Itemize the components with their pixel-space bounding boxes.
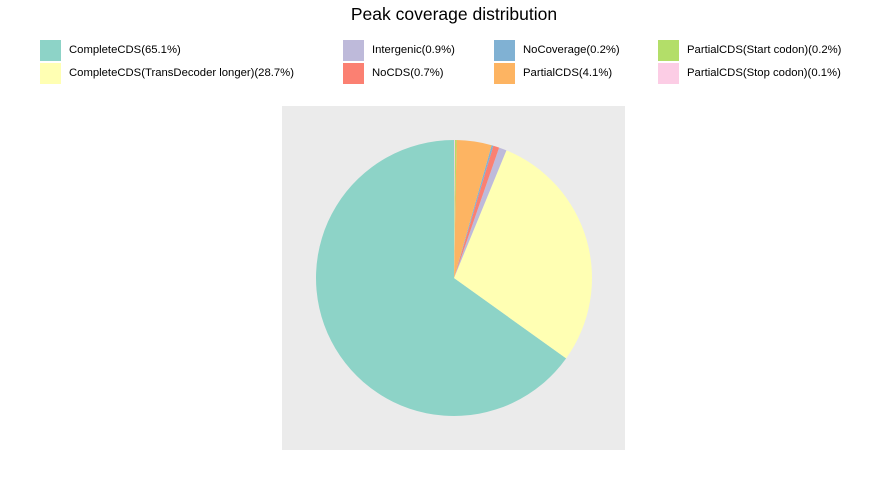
pie-slice-5 [454, 140, 492, 278]
pie-slice-1 [454, 150, 592, 359]
legend-item-partialcds-stop: PartialCDS(Stop codon)(0.1%) [658, 62, 841, 84]
pie-slice-3 [454, 145, 500, 278]
legend-label: NoCoverage(0.2%) [523, 44, 620, 56]
legend-label: PartialCDS(Stop codon)(0.1%) [687, 67, 841, 79]
pie-slice-2 [454, 147, 507, 278]
legend-item-partialcds: PartialCDS(4.1%) [494, 62, 612, 84]
legend-label: CompleteCDS(TransDecoder longer)(28.7%) [69, 67, 294, 79]
legend: CompleteCDS(65.1%) CompleteCDS(TransDeco… [0, 0, 884, 100]
legend-swatch [343, 39, 364, 61]
legend-swatch [658, 62, 679, 84]
legend-swatch [494, 39, 515, 61]
legend-label: PartialCDS(4.1%) [523, 67, 613, 79]
legend-swatch [494, 62, 515, 84]
pie-slice-0 [315, 140, 567, 416]
legend-item-intergenic: Intergenic(0.9%) [343, 39, 455, 61]
pie-slice-6 [454, 140, 457, 278]
pie-slice-7 [454, 139, 455, 278]
legend-item-completecds: CompleteCDS(65.1%) [40, 39, 181, 61]
legend-item-nocoverage: NoCoverage(0.2%) [494, 39, 620, 61]
legend-swatch [40, 62, 61, 84]
legend-label: Intergenic(0.9%) [372, 44, 455, 56]
legend-item-nocds: NoCDS(0.7%) [343, 62, 444, 84]
pie-slice-4 [454, 145, 494, 278]
legend-swatch [343, 62, 364, 84]
legend-swatch [658, 39, 679, 61]
pie-chart [315, 139, 592, 416]
plot-panel [282, 106, 625, 450]
legend-item-partialcds-start: PartialCDS(Start codon)(0.2%) [658, 39, 841, 61]
legend-label: CompleteCDS(65.1%) [69, 44, 181, 56]
legend-swatch [40, 39, 61, 61]
legend-label: NoCDS(0.7%) [372, 67, 444, 79]
legend-item-completecds-transdecoder: CompleteCDS(TransDecoder longer)(28.7%) [40, 62, 294, 84]
legend-label: PartialCDS(Start codon)(0.2%) [687, 44, 842, 56]
chart-title: Peak coverage distribution [350, 4, 558, 24]
